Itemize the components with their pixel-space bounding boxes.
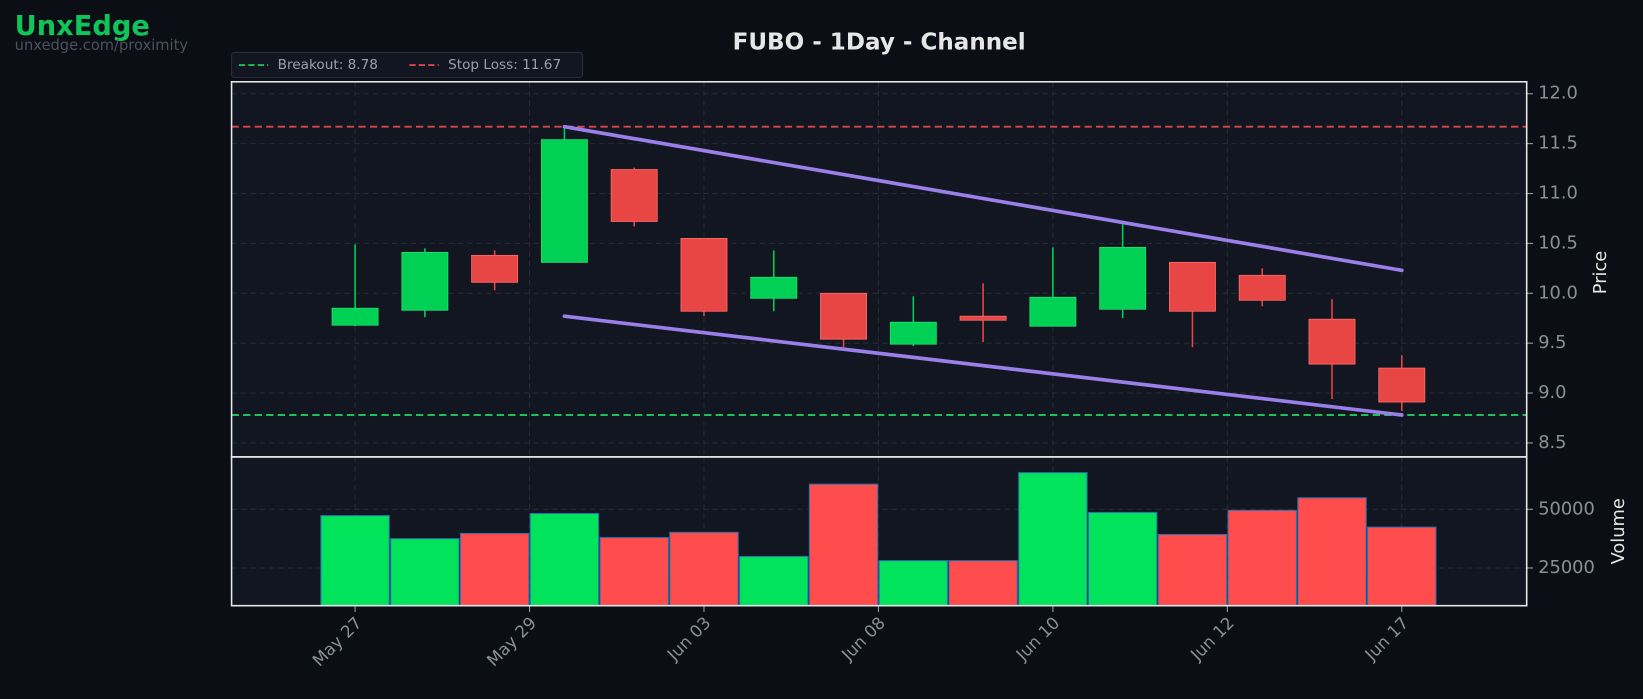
candle-body — [331, 307, 379, 326]
y-tick-label: 11.0 — [1538, 183, 1578, 204]
y-tick-label: 10.5 — [1538, 232, 1578, 253]
legend-label: Breakout: 8.78 — [278, 57, 378, 73]
candle-body — [820, 292, 867, 340]
candle-body — [1029, 296, 1077, 327]
chart-title: FUBO - 1Day - Channel — [733, 30, 1026, 56]
brand: UnxEdge — [15, 11, 150, 42]
y-tick-label: 11.5 — [1538, 133, 1578, 154]
volume-bar — [599, 537, 669, 607]
volume-frame — [230, 456, 1528, 607]
candle-body — [680, 237, 728, 312]
volume-bar — [1227, 509, 1297, 607]
volume-bar — [878, 560, 949, 607]
candle-body — [540, 139, 588, 263]
volume-bar — [948, 560, 1018, 607]
channel-line — [562, 124, 1404, 273]
volume-bar — [390, 538, 460, 607]
legend-label: Stop Loss: 11.67 — [448, 57, 561, 73]
plot-layer: May 27 May 29 Jun 03 Jun 08 Jun 10 Jun 12 Jun … — [231, 81, 1595, 670]
volume-bar — [1367, 526, 1437, 607]
candle-body — [959, 315, 1007, 321]
y-tick-label: 8.5 — [1538, 432, 1566, 453]
volume-bar — [808, 483, 879, 607]
brand-url: unxedge.com/proximity — [15, 37, 189, 54]
y-tick-label: 12.0 — [1538, 83, 1578, 104]
candle-body — [1308, 318, 1356, 365]
volume-bar — [739, 555, 809, 607]
candle-body — [1099, 246, 1147, 310]
y-tick-label: 10.0 — [1538, 282, 1578, 303]
volume-bar — [1087, 511, 1158, 607]
volume-bar — [1297, 497, 1367, 607]
candle-body — [1378, 367, 1426, 403]
volume-tick-label: 25000 — [1538, 557, 1595, 578]
volume-axis-label: Volume — [1608, 498, 1629, 564]
legend-box — [231, 51, 584, 79]
volume-bar — [459, 532, 530, 607]
volume-bar — [1157, 533, 1228, 607]
volume-bar — [1018, 472, 1088, 607]
candle-body — [1238, 274, 1286, 301]
y-axis-label: Price — [1590, 251, 1611, 294]
candle-body — [750, 276, 798, 299]
y-tick-label: 9.0 — [1538, 382, 1566, 403]
candle-body — [610, 169, 658, 222]
volume-tick-label: 50000 — [1538, 498, 1595, 519]
candle-body — [1168, 261, 1216, 312]
volume-bar — [529, 512, 600, 607]
candle-body — [471, 254, 519, 283]
y-tick-label: 9.5 — [1538, 332, 1566, 353]
candle-body — [889, 321, 937, 345]
candle-body — [401, 251, 449, 311]
volume-bar — [320, 515, 390, 607]
volume-bar — [669, 531, 739, 607]
channel-line — [562, 314, 1404, 417]
